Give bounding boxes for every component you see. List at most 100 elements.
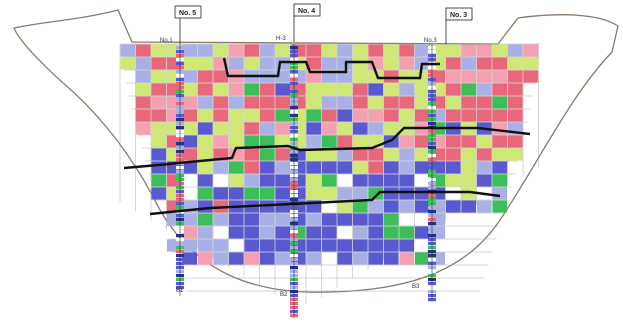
- resistivity-cell: [182, 135, 198, 148]
- resistivity-cell: [306, 96, 322, 109]
- resistivity-cell: [213, 161, 229, 174]
- resistivity-cell: [383, 83, 399, 96]
- resistivity-cell: [135, 109, 151, 122]
- resistivity-cell: [259, 135, 275, 148]
- resistivity-cell: [414, 226, 430, 239]
- resistivity-cell: [197, 213, 213, 226]
- resistivity-cell: [383, 174, 399, 187]
- resistivity-cell: [213, 70, 229, 83]
- resistivity-cell: [368, 213, 384, 226]
- resistivity-cell: [383, 213, 399, 226]
- resistivity-cell: [399, 109, 415, 122]
- resistivity-cell: [368, 44, 384, 57]
- resistivity-cell: [244, 213, 260, 226]
- resistivity-cell: [228, 187, 244, 200]
- resistivity-cell: [321, 213, 337, 226]
- resistivity-cell: [507, 83, 523, 96]
- resistivity-cell: [430, 187, 446, 200]
- resistivity-cell: [228, 83, 244, 96]
- resistivity-cell: [383, 226, 399, 239]
- resistivity-cell: [414, 70, 430, 83]
- resistivity-cell: [213, 96, 229, 109]
- resistivity-cell: [399, 174, 415, 187]
- resistivity-cell: [414, 135, 430, 148]
- resistivity-cell: [476, 57, 492, 70]
- resistivity-cell: [228, 213, 244, 226]
- resistivity-cell: [166, 83, 182, 96]
- resistivity-cell: [414, 161, 430, 174]
- resistivity-cell: [337, 161, 353, 174]
- resistivity-cell: [368, 161, 384, 174]
- resistivity-cell: [399, 96, 415, 109]
- resistivity-cell: [461, 70, 477, 83]
- resistivity-cell: [182, 109, 198, 122]
- resistivity-cell: [120, 57, 136, 70]
- resistivity-cell: [244, 109, 260, 122]
- resistivity-cell: [182, 122, 198, 135]
- resistivity-cell: [275, 213, 291, 226]
- resistivity-cell: [476, 44, 492, 57]
- resistivity-cell: [259, 200, 275, 213]
- resistivity-cell: [492, 109, 508, 122]
- collar-label-1: No.1: [160, 38, 173, 44]
- resistivity-cell: [135, 44, 151, 57]
- resistivity-cell: [213, 122, 229, 135]
- resistivity-cell: [213, 187, 229, 200]
- resistivity-cell: [197, 109, 213, 122]
- resistivity-cell: [476, 70, 492, 83]
- section-grid: [119, 43, 540, 304]
- resistivity-cell: [507, 44, 523, 57]
- resistivity-cell: [352, 200, 368, 213]
- resistivity-cell: [445, 57, 461, 70]
- resistivity-cell: [151, 122, 167, 135]
- resistivity-cell: [120, 44, 136, 57]
- resistivity-cell: [228, 109, 244, 122]
- resistivity-cell: [275, 57, 291, 70]
- resistivity-cell: [399, 83, 415, 96]
- resistivity-cell: [151, 174, 167, 187]
- resistivity-cell: [182, 252, 198, 265]
- resistivity-cell: [151, 135, 167, 148]
- resistivity-cell: [492, 83, 508, 96]
- resistivity-cell: [151, 148, 167, 161]
- resistivity-cell: [414, 83, 430, 96]
- resistivity-cell: [352, 122, 368, 135]
- resistivity-cell: [275, 239, 291, 252]
- resistivity-cell: [492, 70, 508, 83]
- resistivity-cell: [228, 161, 244, 174]
- resistivity-cell: [151, 187, 167, 200]
- resistivity-cell: [476, 135, 492, 148]
- resistivity-cell: [352, 226, 368, 239]
- resistivity-cell: [306, 109, 322, 122]
- resistivity-cell: [306, 44, 322, 57]
- resistivity-cell: [244, 187, 260, 200]
- resistivity-cell: [476, 148, 492, 161]
- resistivity-cell: [197, 96, 213, 109]
- resistivity-cell: [228, 96, 244, 109]
- resistivity-cell: [259, 187, 275, 200]
- resistivity-cell: [197, 57, 213, 70]
- resistivity-cell: [275, 44, 291, 57]
- borehole-label-3: No. 3: [445, 7, 473, 44]
- resistivity-cell: [275, 200, 291, 213]
- resistivity-cell: [259, 213, 275, 226]
- resistivity-cell: [461, 109, 477, 122]
- resistivity-cell: [476, 83, 492, 96]
- resistivity-cell: [182, 213, 198, 226]
- resistivity-cell: [135, 57, 151, 70]
- resistivity-cell: [213, 83, 229, 96]
- resistivity-cell: [244, 148, 260, 161]
- resistivity-cell: [321, 44, 337, 57]
- resistivity-cell: [306, 174, 322, 187]
- resistivity-cell: [507, 96, 523, 109]
- resistivity-cell: [197, 135, 213, 148]
- resistivity-cell: [244, 83, 260, 96]
- resistivity-cell: [182, 161, 198, 174]
- resistivity-cell: [275, 135, 291, 148]
- resistivity-cell: [151, 96, 167, 109]
- resistivity-cell: [461, 83, 477, 96]
- resistivity-cell: [306, 252, 322, 265]
- resistivity-cell: [368, 226, 384, 239]
- resistivity-cell: [414, 187, 430, 200]
- resistivity-cell: [399, 44, 415, 57]
